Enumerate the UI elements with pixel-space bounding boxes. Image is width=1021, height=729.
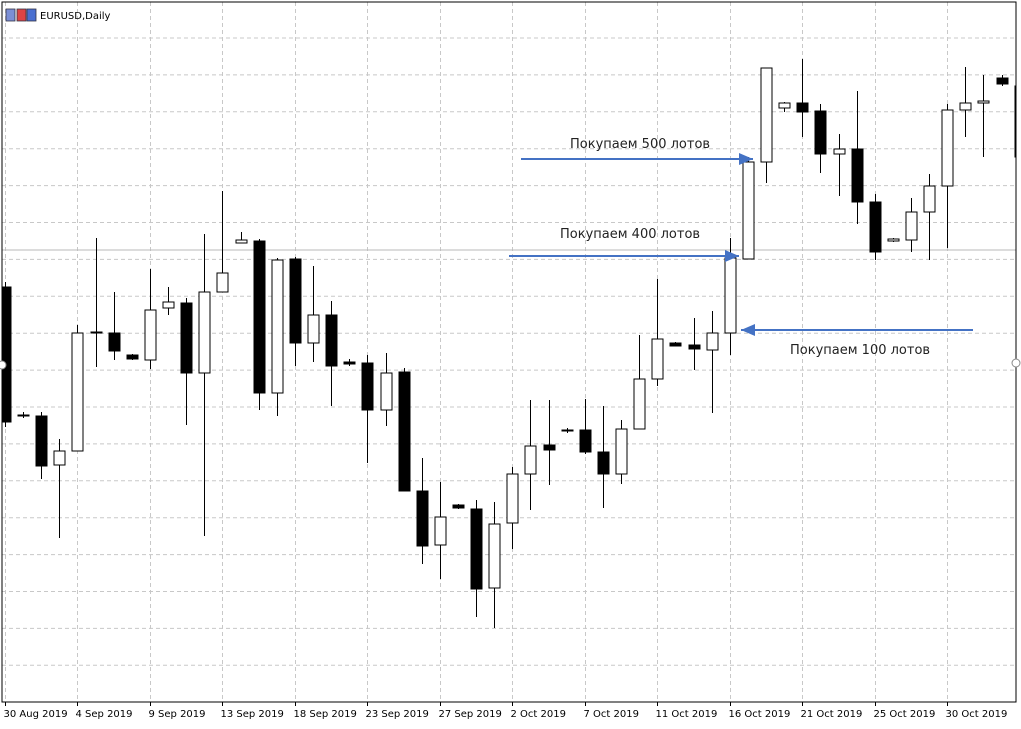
x-tick-label: 13 Sep 2019 [221,709,284,720]
x-tick-label: 9 Sep 2019 [149,709,206,720]
candle-body [651,338,664,380]
candle-body [923,185,936,213]
candle-body [253,240,266,394]
chart-title: EURUSD,Daily [40,11,111,22]
scroll-handle[interactable] [0,360,7,370]
candle-body [162,301,175,309]
candles [2,59,1016,628]
x-tick-label: 21 Oct 2019 [801,709,863,720]
candle-body [35,415,48,467]
candle-body [470,508,483,590]
candle-body [941,109,954,187]
candle-body [905,211,918,241]
candle-body [90,331,103,334]
candle-body [71,332,84,452]
candle-body [361,362,374,411]
candle-body [796,102,809,113]
candle-body [778,102,791,109]
candle-body [216,272,229,293]
x-tick-label: 30 Oct 2019 [946,709,1008,720]
candle-body [108,332,121,352]
x-tick-label: 2 Oct 2019 [511,709,566,720]
candle-body [615,428,628,475]
candle-body [959,102,972,111]
candle-body [543,444,556,451]
candle-body [398,371,411,492]
candle-body [814,110,827,155]
candle-body [633,378,646,430]
candle-body [760,67,773,163]
plot-frame [1,1,1017,703]
candle-body [416,490,429,547]
x-tick-label: 30 Aug 2019 [4,709,68,720]
annotation: Покупаем 100 лотов [790,343,930,358]
candle-body [742,161,755,260]
candle-body [561,429,574,432]
candle-body [887,238,900,242]
candle-body [724,257,737,334]
candle-body [271,259,284,394]
candle-body [524,445,537,475]
x-tick-label: 4 Sep 2019 [76,709,133,720]
x-tick-label: 25 Oct 2019 [874,709,936,720]
annotation: Покупаем 500 лотов [570,137,710,152]
candle-body [688,344,701,350]
candle-body [869,201,882,253]
scroll-handle[interactable] [1011,358,1021,368]
candle-body [180,302,193,374]
candle-body [434,516,447,546]
candle-body [2,286,12,423]
candle-body [325,314,338,367]
candle-body [977,100,990,104]
candle-body [126,354,139,360]
candle-body [380,372,393,411]
candle-body [198,291,211,374]
candle-body [706,332,719,351]
candle-body [488,523,501,589]
candle-body [307,314,320,344]
x-tick-label: 23 Sep 2019 [366,709,429,720]
candle-body [579,429,592,453]
candle-body [343,361,356,365]
candle-body [833,148,846,155]
candle-body [506,473,519,524]
x-tick-label: 18 Sep 2019 [294,709,357,720]
candle-body [597,451,610,475]
chart-icon [5,8,37,22]
x-tick-label: 7 Oct 2019 [584,709,639,720]
candle-body [17,414,30,417]
x-tick-label: 16 Oct 2019 [729,709,791,720]
x-tick-label: 11 Oct 2019 [656,709,718,720]
candle-body [851,148,864,203]
candle-body [235,239,248,244]
candle-body [669,342,682,347]
candle-body [452,504,465,509]
x-tick-label: 27 Sep 2019 [439,709,502,720]
candle-body [53,450,66,466]
annotation: Покупаем 400 лотов [560,227,700,242]
candle-body [996,77,1009,85]
candle-body [289,258,302,344]
candle-body [144,309,157,361]
